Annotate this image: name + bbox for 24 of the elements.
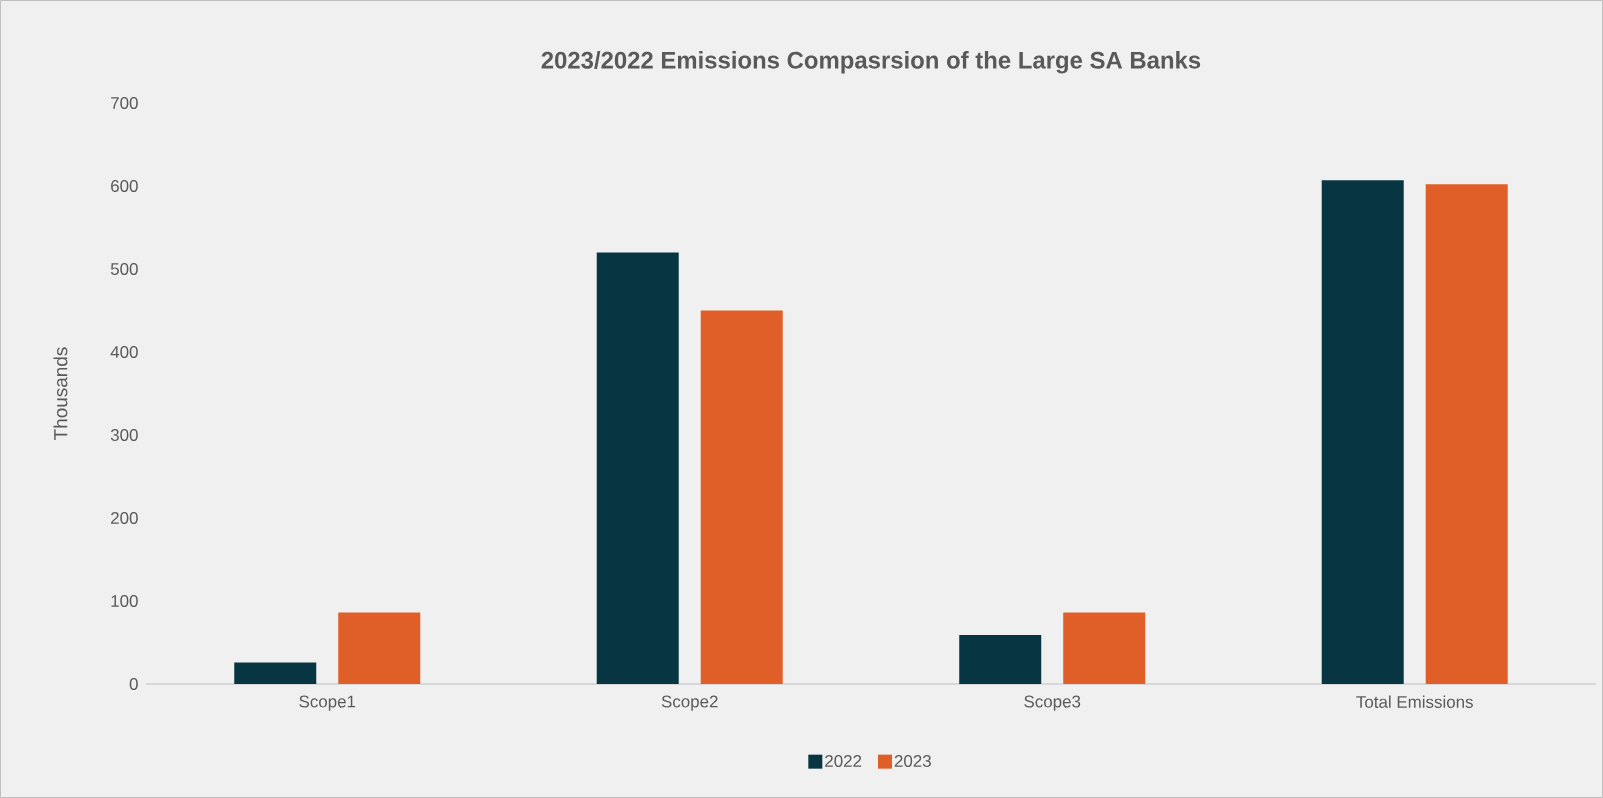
bar — [596, 252, 679, 684]
legend-label: 2022 — [825, 755, 862, 767]
y-tick-label: 200 — [111, 512, 138, 524]
bar — [338, 612, 421, 684]
bar — [234, 662, 317, 684]
bar — [1063, 612, 1146, 684]
y-tick-label: 700 — [111, 97, 138, 109]
y-tick-label: 600 — [111, 180, 138, 192]
y-tick-label: 500 — [110, 263, 138, 275]
chart-title: 2023/2022 Emissions Compasrsion of the Large SA Banks — [541, 51, 1201, 74]
x-tick-label: Scope2 — [661, 695, 718, 711]
y-tick-label: 300 — [110, 429, 138, 441]
y-tick-label: 100 — [111, 595, 138, 607]
y-tick-label: 400 — [110, 346, 138, 358]
y-axis-title: Thousands — [53, 347, 68, 440]
y-tick-label: 0 — [129, 678, 138, 690]
x-tick-label: Total Emissions — [1356, 695, 1473, 708]
bar — [1425, 184, 1508, 684]
x-tick-label: Scope3 — [1024, 695, 1081, 711]
legend-label: 2023 — [894, 755, 931, 767]
bar — [700, 310, 783, 684]
x-tick-label: Scope1 — [299, 695, 356, 711]
bar — [1321, 180, 1404, 684]
bar — [959, 635, 1042, 684]
